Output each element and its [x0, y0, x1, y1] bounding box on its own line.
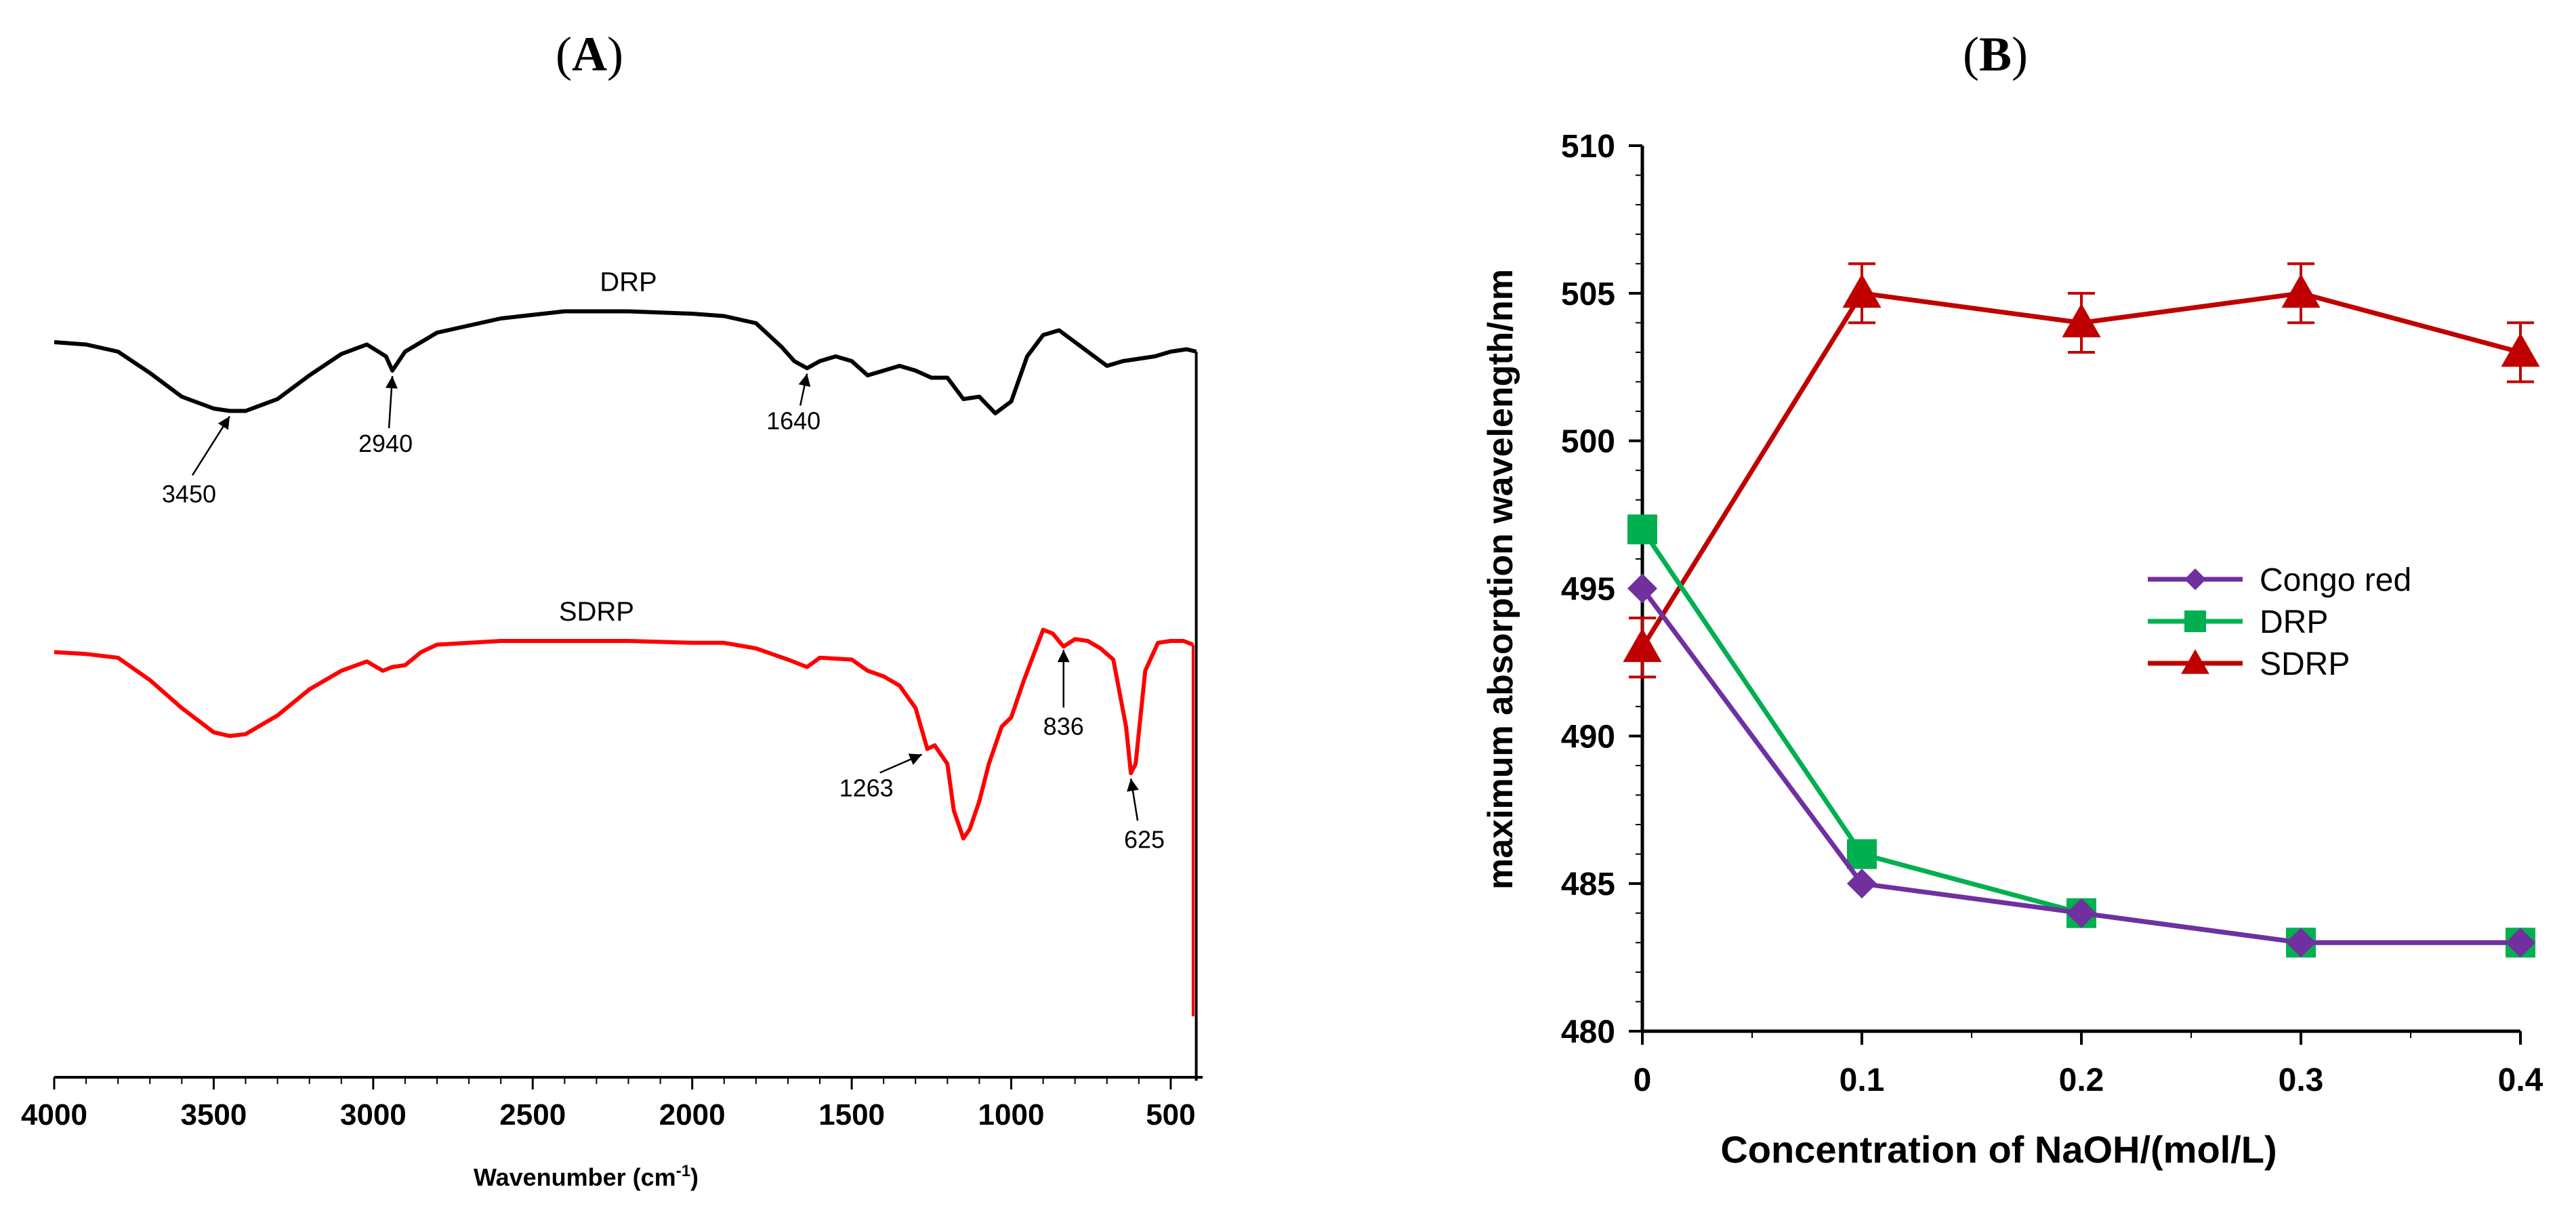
y-tick-label-490: 490: [1561, 719, 1615, 755]
ftir-axis: 4000 3500 3000 2500 2000 1500 1000 500: [21, 1076, 1203, 1131]
ftir-series-label-drp: DRP: [600, 268, 657, 297]
annotation-arrowhead-1640: [798, 373, 811, 387]
ftir-x-axis-label-close: ): [690, 1163, 699, 1191]
series-sdrp-point-0: [1623, 628, 1662, 663]
ftir-x-tick-label-2000: 2000: [659, 1098, 726, 1131]
series-congo-red-point-0: [1627, 573, 1657, 604]
y-tick-label-495: 495: [1561, 572, 1615, 608]
ftir-spectrum-chart: 4000 3500 3000 2500 2000 1500 1000 500 DRP SDRP 3…: [21, 268, 1203, 1191]
ftir-x-tick-label-4000: 4000: [21, 1098, 87, 1131]
x-tick-label-0.1: 0.1: [1840, 1062, 1885, 1098]
legend-drp-marker: [2184, 610, 2206, 632]
legend-sdrp-label: SDRP: [2260, 646, 2350, 682]
panel-label-a-letter: A: [572, 27, 607, 81]
annotation-label-836: 836: [1043, 712, 1084, 740]
wavelength-x-axis-label: Concentration of NaOH/(mol/L): [1720, 1128, 2277, 1171]
legend-congo-red-label: Congo red: [2260, 562, 2411, 598]
y-tick-label-510: 510: [1561, 129, 1615, 165]
ftir-series-drp-line: [54, 309, 1197, 415]
wavelength-vs-naoh-chart: 480 485 490 495 500 505 510 0 0.1 0.2 0.3 0.4 Congo…: [1481, 129, 2543, 1171]
y-tick-label-480: 480: [1561, 1014, 1615, 1050]
series-congo-red-point-2: [2066, 898, 2096, 928]
legend-drp-label: DRP: [2260, 604, 2328, 640]
panel-label-b: (B): [1963, 27, 2028, 81]
ftir-series-group: [54, 309, 1198, 1081]
annotation-arrowhead-1263: [908, 753, 922, 765]
series-congo-red-point-4: [2506, 928, 2535, 958]
x-tick-label-0.3: 0.3: [2279, 1062, 2324, 1098]
annotation-arrowhead-836: [1057, 650, 1070, 663]
svg-text:(B): (B): [1963, 27, 2028, 81]
ftir-annotations: DRP SDRP 3450 2940 1640 1263 836 625: [162, 268, 1165, 854]
series-sdrp-point-2: [2062, 303, 2101, 337]
ftir-x-tick-label-3000: 3000: [340, 1098, 407, 1131]
panel-label-b-letter: B: [1979, 27, 2012, 81]
panel-label-a: (A): [556, 27, 623, 81]
ftir-x-tick-label-1500: 1500: [818, 1098, 885, 1131]
series-congo-red-point-1: [1847, 869, 1877, 899]
annotation-label-2940: 2940: [358, 430, 413, 457]
annotation-label-3450: 3450: [162, 480, 216, 508]
ftir-x-tick-label-3500: 3500: [180, 1098, 247, 1131]
series-sdrp-point-4: [2501, 333, 2540, 367]
y-tick-label-500: 500: [1561, 424, 1615, 460]
annotation-label-1640: 1640: [766, 407, 820, 435]
wavelength-axis: 480 485 490 495 500 505 510 0 0.1 0.2 0.3 0.4: [1561, 129, 2543, 1098]
ftir-x-axis-label-sup: -1: [676, 1162, 690, 1180]
ftir-x-tick-label-2500: 2500: [499, 1098, 566, 1131]
series-drp-point-1: [1847, 839, 1877, 869]
annotation-label-1263: 1263: [839, 774, 894, 802]
x-tick-label-0.2: 0.2: [2059, 1062, 2104, 1098]
ftir-x-tick-label-500: 500: [1146, 1098, 1195, 1131]
ftir-x-tick-label-1000: 1000: [978, 1098, 1045, 1131]
svg-text:(A): (A): [556, 27, 623, 81]
annotation-label-625: 625: [1124, 825, 1165, 853]
ftir-x-axis-label: Wavenumber (cm-1): [474, 1162, 699, 1191]
wavelength-series-group: [1623, 262, 2540, 958]
series-drp-point-0: [1627, 514, 1657, 545]
ftir-series-sdrp-line: [54, 627, 1194, 841]
series-congo-red-line: [1640, 587, 2520, 945]
legend-sdrp-marker: [2181, 649, 2209, 674]
series-congo-red-point-3: [2286, 928, 2316, 958]
wavelength-y-axis-label: maximum absorption wavelength/nm: [1481, 269, 1520, 890]
y-tick-label-485: 485: [1561, 867, 1615, 902]
x-tick-label-0: 0: [1634, 1062, 1652, 1098]
legend-congo-red-marker: [2184, 568, 2206, 590]
series-sdrp-point-1: [1842, 274, 1882, 308]
y-tick-label-505: 505: [1561, 276, 1615, 312]
chart-legend: Congo red DRP SDRP: [2148, 562, 2411, 682]
annotation-arrowhead-2940: [385, 376, 398, 389]
ftir-x-axis-label-main: Wavenumber (cm: [474, 1163, 676, 1191]
annotation-arrowhead-625: [1127, 778, 1139, 792]
series-sdrp-point-3: [2281, 274, 2321, 308]
annotation-arrowhead-3450: [217, 416, 230, 430]
ftir-series-label-sdrp: SDRP: [559, 597, 634, 627]
x-tick-label-0.4: 0.4: [2498, 1062, 2543, 1098]
